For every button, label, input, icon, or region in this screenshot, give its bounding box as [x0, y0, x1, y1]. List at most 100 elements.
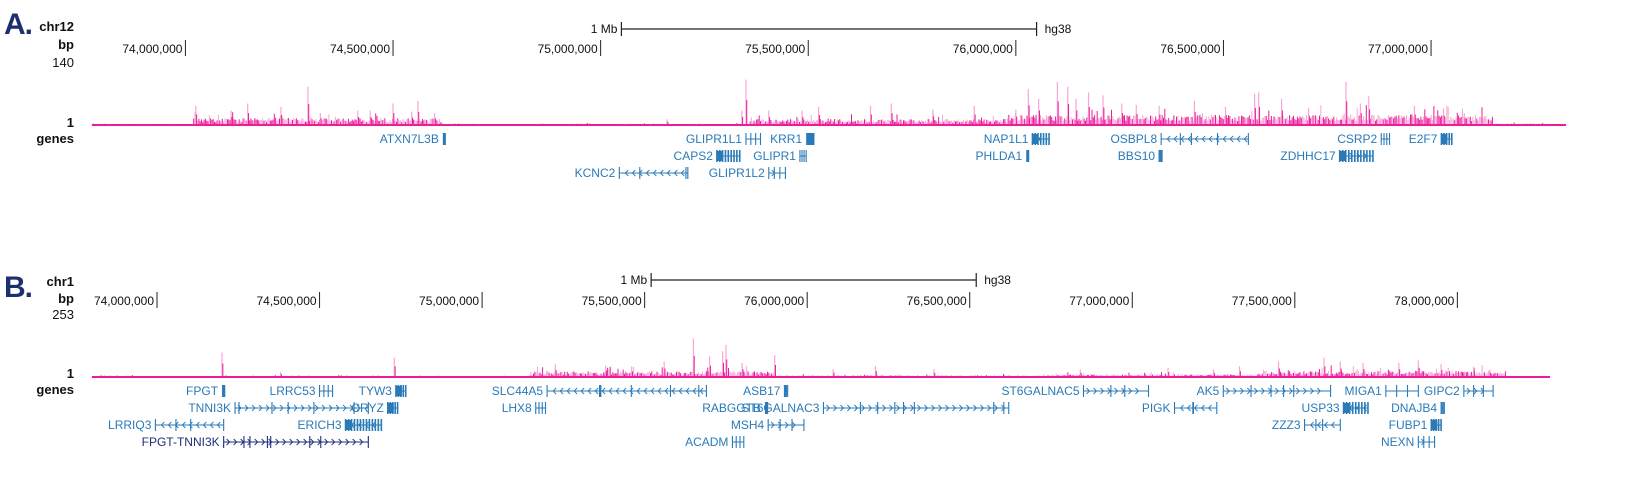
axis-tick-label: 74,500,000: [256, 294, 316, 308]
gene-nexn: NEXN: [1381, 435, 1436, 449]
strand-arrow: [608, 387, 613, 395]
strand-arrow: [209, 421, 214, 429]
strand-arrow: [1236, 135, 1241, 143]
strand-arrow: [678, 387, 683, 395]
strand-arrow: [167, 421, 172, 429]
strand-arrow: [254, 438, 259, 446]
strand-arrow: [244, 404, 249, 412]
gene-atxn7l3b: ATXN7L3B: [380, 132, 446, 146]
strand-arrow: [181, 421, 186, 429]
strand-arrow: [1246, 387, 1251, 395]
strand-arrow: [624, 169, 629, 177]
strand-arrow: [1114, 387, 1119, 395]
gene-cryz: CRYZ: [351, 401, 399, 415]
axis-tick-label: 77,000,000: [1069, 294, 1129, 308]
gene-label: TNNI3K: [188, 401, 231, 415]
strand-arrow: [265, 404, 270, 412]
strand-arrow: [1239, 387, 1244, 395]
gene-bbs10: BBS10: [1118, 149, 1163, 163]
strand-arrow: [1330, 421, 1335, 429]
axis-tick-label: 75,500,000: [582, 294, 642, 308]
strand-arrow: [1225, 387, 1230, 395]
axis-tick-label: 75,500,000: [745, 42, 805, 56]
strand-arrow: [1194, 135, 1199, 143]
gene-usp33: USP33: [1302, 401, 1369, 415]
strand-arrow: [587, 387, 592, 395]
strand-arrow: [1207, 404, 1212, 412]
strand-arrow: [188, 421, 193, 429]
strand-arrow: [1093, 387, 1098, 395]
strand-arrow: [657, 387, 662, 395]
assembly-label: hg38: [984, 273, 1011, 287]
gene-fubp1: FUBP1: [1389, 418, 1442, 432]
axis-tick-label: 74,000,000: [94, 294, 154, 308]
gene-rabggtb: RABGGTB: [702, 401, 769, 415]
strand-arrow: [1295, 387, 1300, 395]
strand-arrow: [1193, 404, 1198, 412]
y-max-label: 140: [52, 55, 74, 70]
gene-fpgt-tnni3k: FPGT-TNNI3K: [142, 435, 369, 449]
gene-zdhhc17: ZDHHC17: [1280, 149, 1374, 163]
strand-arrow: [1480, 387, 1485, 395]
strand-arrow: [240, 438, 245, 446]
gene-label: NEXN: [1381, 435, 1414, 449]
gene-glipr1l2: GLIPR1L2: [709, 166, 786, 180]
chromosome-label: chr12: [39, 19, 74, 34]
strand-arrow: [1356, 152, 1361, 160]
gene-ak5: AK5: [1197, 384, 1332, 398]
gene-krr1: KRR1: [770, 132, 815, 146]
strand-arrow: [338, 438, 343, 446]
strand-arrow: [1309, 387, 1314, 395]
strand-arrow: [1466, 387, 1471, 395]
strand-arrow: [938, 404, 943, 412]
strand-arrow: [345, 438, 350, 446]
gene-label: ERICH3: [298, 418, 342, 432]
gene-label: GLIPR1L1: [686, 132, 742, 146]
strand-arrow: [1309, 421, 1314, 429]
gene-label: KRR1: [770, 132, 802, 146]
strand-arrow: [289, 438, 294, 446]
strand-arrow: [293, 404, 298, 412]
gene-label: OSBPL8: [1110, 132, 1157, 146]
strand-arrow: [770, 421, 775, 429]
strand-arrow: [854, 404, 859, 412]
strand-arrow: [1323, 421, 1328, 429]
strand-arrow: [566, 387, 571, 395]
strand-arrow: [202, 421, 207, 429]
strand-arrow: [629, 387, 634, 395]
strand-arrow: [771, 169, 776, 177]
strand-arrow: [777, 421, 782, 429]
strand-arrow: [980, 404, 985, 412]
gene-label: FUBP1: [1389, 418, 1428, 432]
gene-csrp2: CSRP2: [1337, 132, 1391, 146]
gene-track-label: genes: [36, 131, 74, 146]
gene-tnni3k: TNNI3K: [188, 401, 369, 415]
axis-tick-label: 77,000,000: [1368, 42, 1428, 56]
strand-arrow: [359, 438, 364, 446]
strand-arrow: [791, 421, 796, 429]
gene-label: TYW3: [359, 384, 393, 398]
gene-label: SLC44A5: [492, 384, 544, 398]
gene-gipc2: GIPC2: [1424, 384, 1494, 398]
strand-arrow: [1473, 387, 1478, 395]
gene-pigk: PIGK: [1142, 401, 1218, 415]
strand-arrow: [1200, 404, 1205, 412]
gene-exon: [1431, 420, 1438, 430]
strand-arrow: [1121, 387, 1126, 395]
strand-arrow: [1355, 404, 1360, 412]
strand-arrow: [784, 421, 789, 429]
strand-arrow: [1187, 135, 1192, 143]
axis-tick-label: 78,000,000: [1394, 294, 1454, 308]
panel-b: B. chr1 bp 253 1 genes 1 Mb hg38 74,000,00…: [0, 262, 1629, 492]
strand-arrow: [559, 387, 564, 395]
strand-arrow: [1179, 404, 1184, 412]
gene-exon: [345, 420, 352, 430]
gene-kcnc2: KCNC2: [575, 166, 689, 180]
strand-arrow: [622, 387, 627, 395]
strand-arrow: [364, 421, 369, 429]
strand-arrow: [1348, 404, 1353, 412]
strand-arrow: [247, 438, 252, 446]
strand-arrow: [335, 404, 340, 412]
gene-exon: [442, 133, 446, 145]
strand-arrow: [910, 404, 915, 412]
